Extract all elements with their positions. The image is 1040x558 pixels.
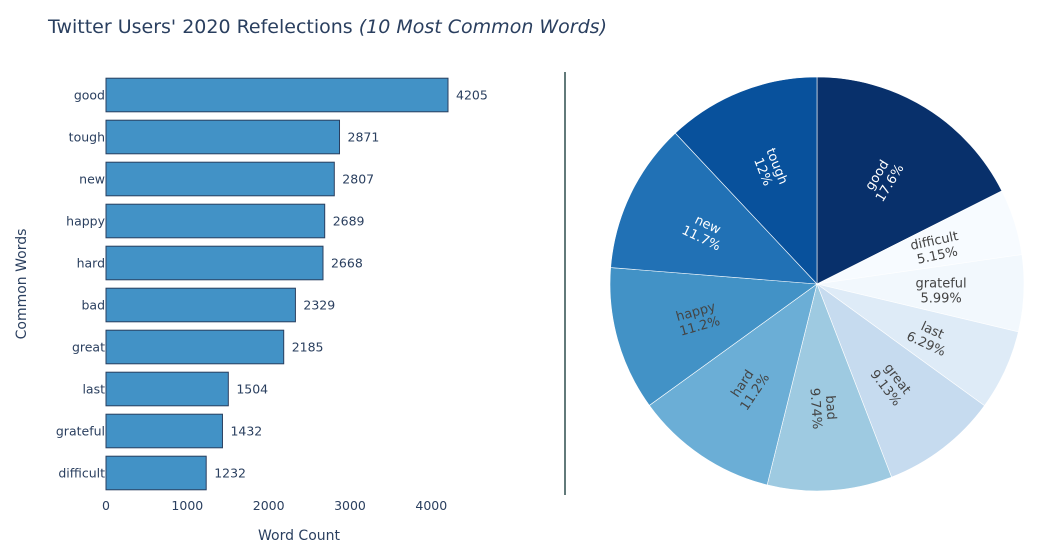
bar-value-label: 4205 <box>456 88 488 103</box>
bar-value-label: 2329 <box>303 298 335 313</box>
bar-tough <box>105 119 341 155</box>
bar-value-label: 2689 <box>333 214 365 229</box>
bar-chart: 4205 good 2871 tough 2807 new 2689 happy 2668 har… <box>14 77 488 544</box>
bar-value-label: 2668 <box>331 256 363 271</box>
x-tick-label: 4000 <box>415 498 447 513</box>
chart-title-main: Twitter Users' 2020 Refelections <box>47 16 359 38</box>
bar-great <box>105 329 285 365</box>
bar-hard <box>105 245 324 281</box>
x-tick-label: 2000 <box>253 498 285 513</box>
bar-value-label: 2871 <box>348 130 380 145</box>
bar-new <box>105 161 335 197</box>
y-tick-label: happy <box>66 214 105 229</box>
bar-grateful <box>105 413 223 449</box>
pie-label-bad: bad9.74% <box>807 387 839 430</box>
x-tick-label: 0 <box>102 498 110 513</box>
bar-value-label: 1504 <box>236 382 268 397</box>
bar-value-label: 2185 <box>292 340 324 355</box>
bar-last <box>105 371 229 407</box>
y-tick-label: new <box>79 172 105 187</box>
bar-happy <box>105 203 326 239</box>
bar-bad <box>105 287 296 323</box>
pie-slice-new <box>610 132 818 285</box>
bar-value-label: 1432 <box>230 424 262 439</box>
y-axis-title: Common Words <box>14 229 30 340</box>
chart-title-subtitle: (10 Most Common Words) <box>359 16 607 38</box>
y-tick-label: grateful <box>56 424 105 439</box>
pie-label-grateful: grateful 5.99% <box>916 277 967 307</box>
bar-value-label: 1232 <box>214 466 246 481</box>
x-tick-label: 3000 <box>334 498 366 513</box>
x-tick-label: 1000 <box>171 498 203 513</box>
pie-slice-good <box>816 76 1003 285</box>
pie-chart: good17.6%difficult5.15%grateful 5.99%last… <box>609 76 1025 492</box>
y-tick-label: difficult <box>58 466 105 481</box>
pie-slice-happy <box>609 267 818 406</box>
y-tick-label: tough <box>69 130 105 145</box>
pie-slice-great <box>816 283 985 478</box>
pie-slice-hard <box>648 283 818 486</box>
y-tick-label: good <box>74 88 105 103</box>
bar-value-label: 2807 <box>342 172 374 187</box>
y-tick-label: great <box>72 340 105 355</box>
chart-title: Twitter Users' 2020 Refelections (10 Mos… <box>47 16 607 38</box>
x-axis-title: Word Count <box>258 528 341 544</box>
y-tick-label: hard <box>77 256 105 271</box>
y-tick-label: bad <box>81 298 105 313</box>
pie-slice-bad <box>766 283 892 492</box>
bar-good <box>105 77 449 113</box>
y-tick-label: last <box>82 382 105 397</box>
pie-label-difficult: difficult5.15% <box>909 229 963 268</box>
bar-difficult <box>105 455 207 491</box>
pie-slice-tough <box>674 76 818 285</box>
